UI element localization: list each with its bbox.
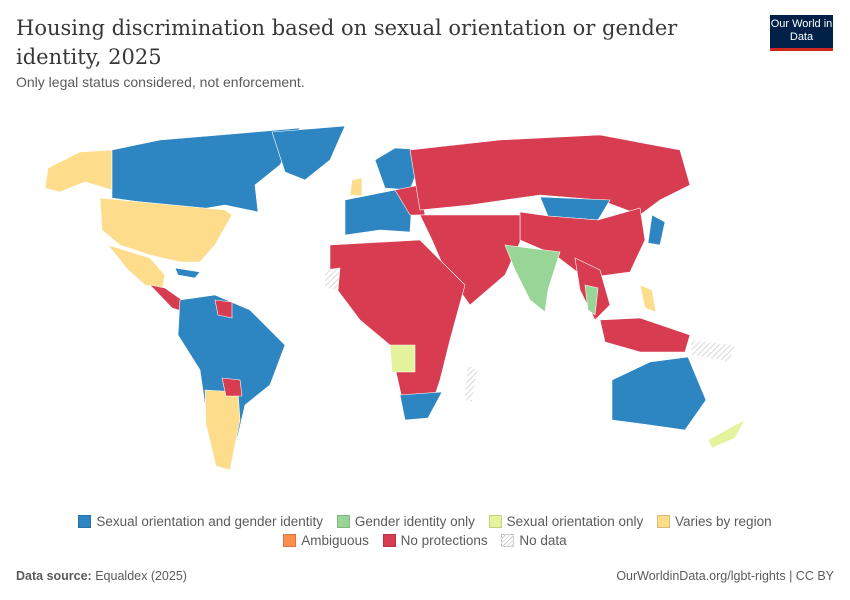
source-value: Equaldex (2025) bbox=[95, 569, 187, 583]
region-canada[interactable] bbox=[111, 127, 301, 213]
legend-item-none[interactable]: No protections bbox=[382, 533, 488, 548]
legend-row-2: Ambiguous No protections No data bbox=[0, 533, 850, 550]
legend-item-gi[interactable]: Gender identity only bbox=[336, 514, 475, 529]
legend-label: Sexual orientation only bbox=[506, 514, 644, 529]
region-indonesia[interactable] bbox=[599, 317, 691, 353]
legend-swatch bbox=[657, 515, 671, 528]
region-western-sahara[interactable] bbox=[324, 267, 341, 291]
region-caribbean[interactable] bbox=[174, 267, 201, 279]
region-japan[interactable] bbox=[647, 214, 666, 246]
region-middle-east[interactable] bbox=[419, 214, 521, 306]
legend-item-nodata[interactable]: No data bbox=[501, 533, 567, 548]
region-alaska[interactable] bbox=[44, 149, 113, 193]
world-map[interactable] bbox=[0, 110, 850, 490]
legend-swatch bbox=[283, 534, 297, 547]
source-label: Data source: bbox=[16, 569, 92, 583]
legend-item-so[interactable]: Sexual orientation only bbox=[488, 514, 644, 529]
region-guianas[interactable] bbox=[214, 299, 233, 319]
data-source: Data source: Equaldex (2025) bbox=[16, 569, 187, 583]
region-uk[interactable] bbox=[349, 177, 363, 197]
page-title: Housing discrimination based on sexual o… bbox=[16, 16, 678, 69]
legend-swatch bbox=[78, 515, 92, 528]
legend-item-varies[interactable]: Varies by region bbox=[657, 514, 772, 529]
region-greenland[interactable] bbox=[271, 125, 346, 181]
region-usa[interactable] bbox=[99, 197, 233, 263]
legend-swatch bbox=[382, 534, 396, 547]
legend-label: Sexual orientation and gender identity bbox=[96, 514, 324, 529]
footer-url[interactable]: OurWorldinData.org/lgbt-rights | CC BY bbox=[616, 569, 834, 583]
legend-swatch bbox=[336, 515, 350, 528]
region-australia[interactable] bbox=[611, 356, 707, 431]
region-paraguay[interactable] bbox=[221, 377, 243, 397]
owid-logo[interactable]: Our World in Data bbox=[770, 15, 833, 51]
region-argentina[interactable] bbox=[204, 389, 241, 471]
region-africa-north[interactable] bbox=[329, 239, 466, 413]
region-philippines[interactable] bbox=[639, 284, 657, 313]
region-pacific-nodata[interactable] bbox=[689, 339, 736, 363]
legend-item-sogi[interactable]: Sexual orientation and gender identity bbox=[78, 514, 323, 529]
region-thailand[interactable] bbox=[584, 284, 599, 316]
legend-row-1: Sexual orientation and gender identity G… bbox=[0, 514, 850, 531]
region-new-zealand[interactable] bbox=[707, 419, 746, 449]
legend-label: Varies by region bbox=[675, 514, 772, 529]
region-russia[interactable] bbox=[409, 134, 691, 216]
region-india[interactable] bbox=[504, 244, 561, 313]
legend-item-ambiguous[interactable]: Ambiguous bbox=[283, 533, 369, 548]
legend-swatch bbox=[501, 534, 515, 547]
legend-label: Ambiguous bbox=[301, 533, 369, 548]
legend-label: No data bbox=[519, 533, 567, 548]
region-south-africa[interactable] bbox=[399, 391, 443, 421]
region-angola[interactable] bbox=[389, 344, 416, 373]
subtitle: Only legal status considered, not enforc… bbox=[16, 74, 305, 90]
legend-label: No protections bbox=[400, 533, 488, 548]
region-madagascar[interactable] bbox=[463, 364, 479, 403]
legend-label: Gender identity only bbox=[354, 514, 475, 529]
legend-swatch bbox=[488, 515, 502, 528]
region-china[interactable] bbox=[519, 207, 646, 279]
